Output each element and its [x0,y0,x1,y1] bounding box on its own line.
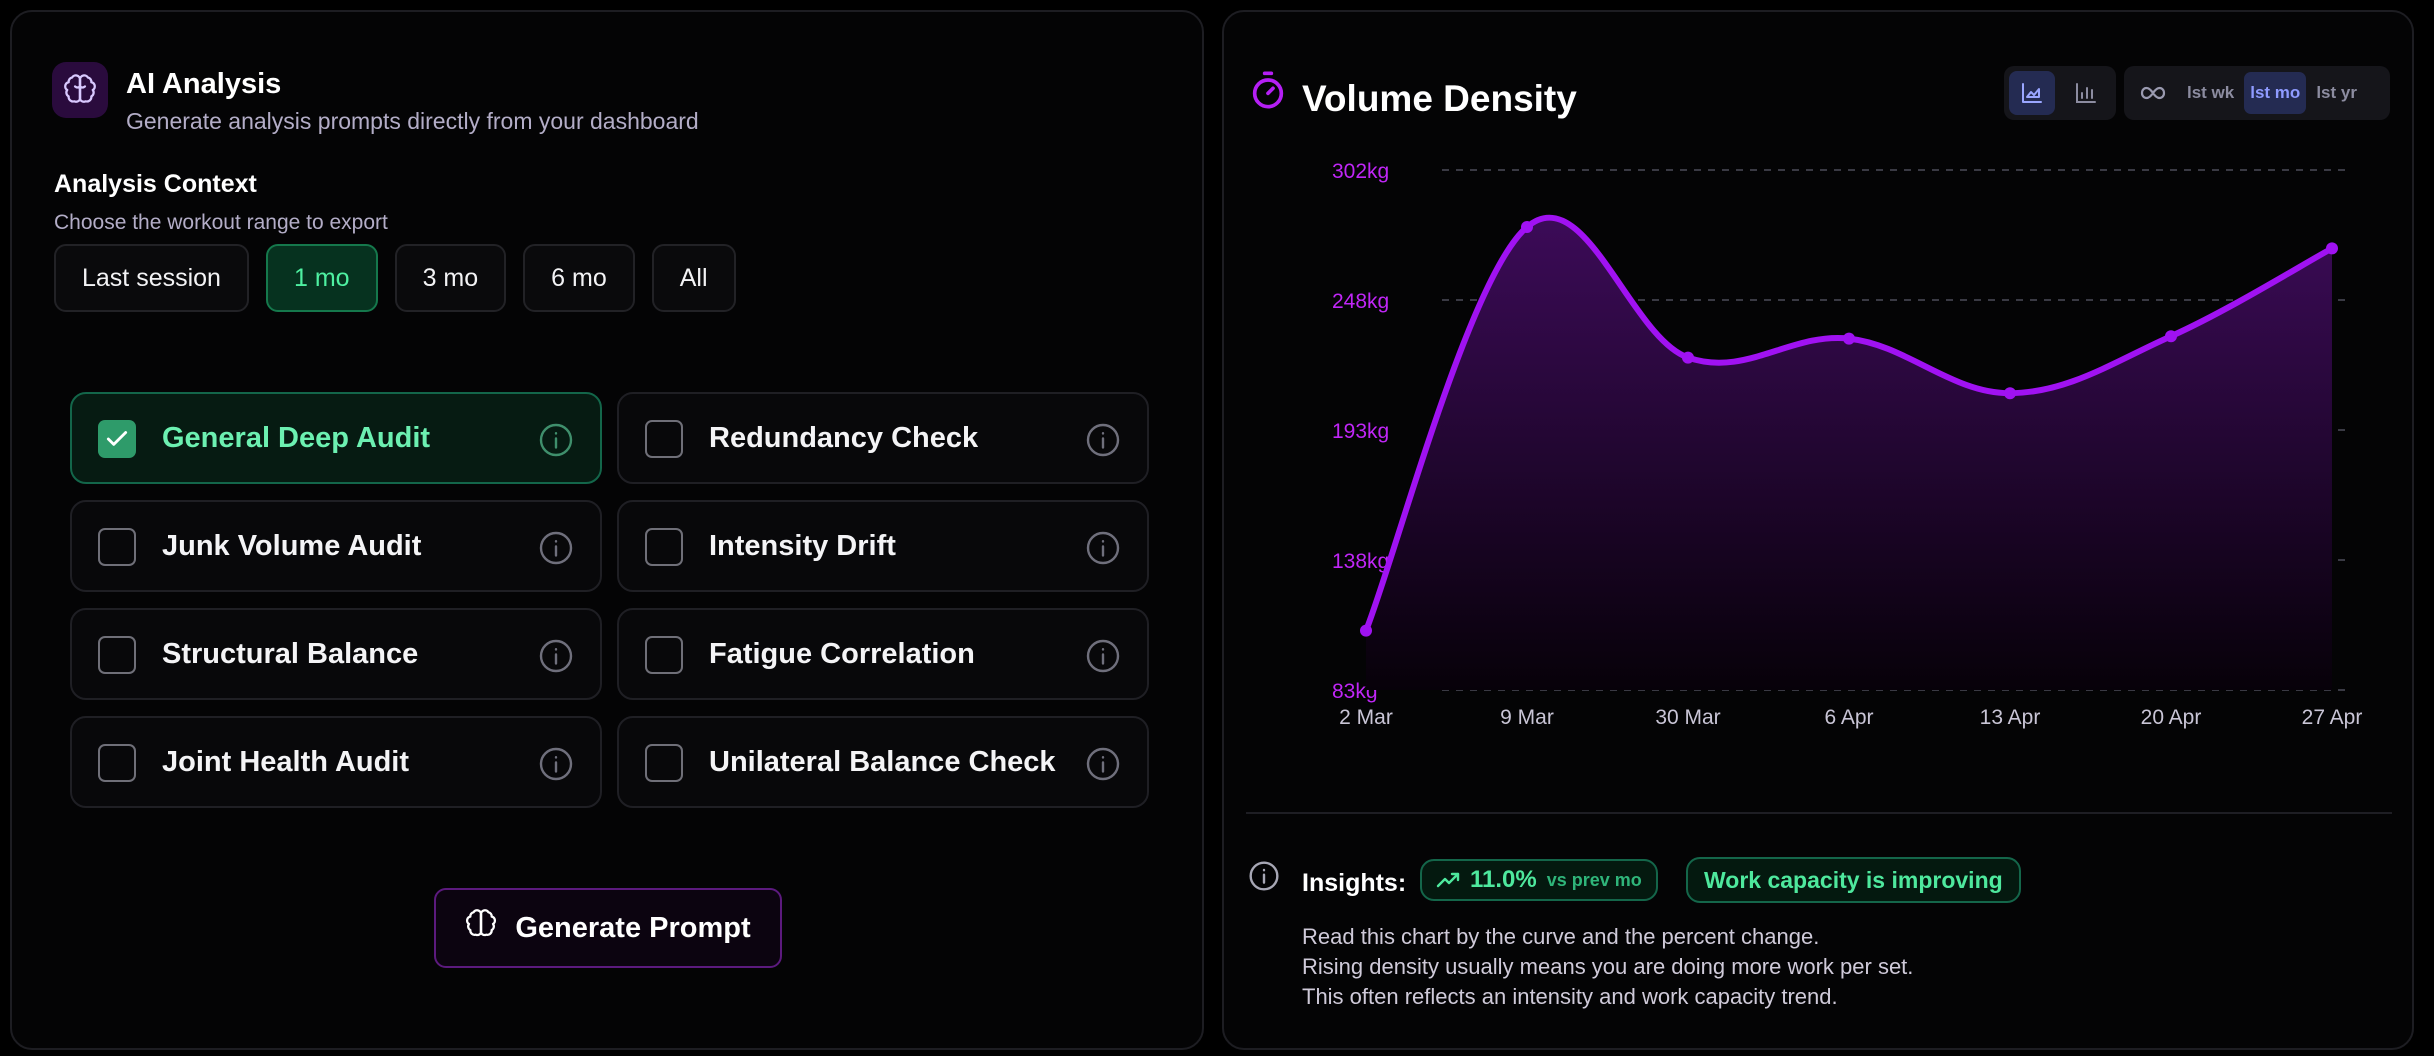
checkbox[interactable] [98,420,136,458]
audit-option-general-deep-audit[interactable]: General Deep Audit [70,392,602,484]
insights-label: Insights: [1302,869,1407,897]
info-icon[interactable] [1085,422,1121,458]
insight-line: Rising density usually means you are doi… [1302,954,1914,979]
period-selector: lst wk lst mo lst yr [2124,66,2390,120]
audit-option-label: Unilateral Balance Check [709,746,1056,778]
y-tick-label: 193kg [1332,420,1389,443]
data-point[interactable] [2004,387,2016,400]
audit-option-label: Structural Balance [162,638,419,670]
x-tick-label: 2 Mar [1339,706,1393,729]
checkbox[interactable] [98,528,136,566]
audit-option-joint-health-audit[interactable]: Joint Health Audit [70,716,602,808]
checkbox[interactable] [645,528,683,566]
trend-badge: Work capacity is improving [1686,857,2021,903]
ai-analysis-panel: AI Analysis Generate analysis prompts di… [10,10,1204,1050]
percent-change-comparison: vs prev mo [1546,869,1642,890]
audit-options: General Deep Audit Redundancy Check Junk V… [70,392,1149,808]
generate-prompt-button[interactable]: Generate Prompt [434,888,782,968]
audit-option-label: Intensity Drift [709,530,896,562]
data-point[interactable] [2165,330,2177,343]
period-lst-yr-button[interactable]: lst yr [2316,83,2357,102]
audit-option-label: Junk Volume Audit [162,530,422,562]
data-point[interactable] [2326,242,2338,255]
insight-line: This often reflects an intensity and wor… [1302,984,1838,1009]
bar-chart-button[interactable] [2063,71,2109,115]
percent-change-value: 11.0% [1470,866,1537,893]
audit-option-fatigue-correlation[interactable]: Fatigue Correlation [617,608,1149,700]
trending-up-icon [1436,872,1460,888]
checkbox[interactable] [645,420,683,458]
y-tick-label: 302kg [1332,160,1389,183]
audit-option-structural-balance[interactable]: Structural Balance [70,608,602,700]
percent-change-badge: 11.0% vs prev mo [1420,859,1658,901]
period-all-button[interactable] [2129,72,2177,114]
y-tick-label: 138kg [1332,550,1389,573]
series-line [1363,214,2335,634]
audit-option-junk-volume-audit[interactable]: Junk Volume Audit [70,500,602,592]
checkbox[interactable] [645,744,683,782]
panel-title: AI Analysis [126,68,282,100]
x-tick-label: 30 Mar [1655,706,1720,729]
period-lst-mo-button[interactable]: lst mo [2244,72,2307,114]
info-icon[interactable] [538,746,574,782]
x-tick-label: 20 Apr [2141,706,2202,729]
x-tick-label: 27 Apr [2302,706,2363,729]
audit-option-label: Joint Health Audit [162,746,410,778]
insight-line: Read this chart by the curve and the per… [1302,924,1820,949]
audit-option-redundancy-check[interactable]: Redundancy Check [617,392,1149,484]
range-button-last-session[interactable]: Last session [54,244,249,312]
stopwatch-icon [1248,70,1288,115]
range-selector: Last session 1 mo 3 mo 6 mo All [54,244,736,312]
info-icon[interactable] [1248,860,1280,897]
data-point[interactable] [1682,351,1694,364]
data-point[interactable] [1360,624,1372,637]
divider [1246,812,2392,814]
x-tick-label: 9 Mar [1500,706,1554,729]
info-icon[interactable] [538,638,574,674]
data-point[interactable] [1843,332,1855,345]
area-chart-button[interactable] [2009,71,2055,115]
checkbox[interactable] [98,744,136,782]
check-icon [106,431,128,446]
checkbox[interactable] [645,636,683,674]
range-button-1-mo[interactable]: 1 mo [265,244,378,312]
info-icon[interactable] [1085,530,1121,566]
insights-text: Read this chart by the curve and the per… [1302,922,1913,1012]
audit-option-label: Redundancy Check [709,422,979,454]
info-icon[interactable] [538,530,574,566]
panel-subtitle: Generate analysis prompts directly from … [126,108,699,134]
brain-icon [52,62,108,118]
checkbox[interactable] [98,636,136,674]
infinity-icon [2140,86,2166,100]
x-tick-label: 13 Apr [1980,706,2041,729]
info-icon[interactable] [538,422,574,458]
volume-density-panel: Volume Density lst wk lst mo lst yr 302k… [1222,10,2414,1050]
series-area [1366,217,2332,690]
info-icon[interactable] [1085,638,1121,674]
chart-type-toggle [2004,66,2116,120]
range-button-3-mo[interactable]: 3 mo [394,244,507,312]
context-subtitle: Choose the workout range to export [54,211,388,234]
period-lst-wk-button[interactable]: lst wk [2187,83,2235,102]
y-tick-label: 248kg [1332,290,1389,313]
generate-prompt-label: Generate Prompt [515,911,751,944]
chart-title: Volume Density [1302,78,1577,119]
audit-option-label: Fatigue Correlation [709,638,975,670]
range-button-all[interactable]: All [651,244,736,312]
context-title: Analysis Context [54,170,257,198]
bar-chart-icon [2076,83,2096,103]
data-point[interactable] [1521,220,1533,233]
audit-option-label: General Deep Audit [162,422,431,454]
brain-icon [465,908,497,948]
info-icon[interactable] [1085,746,1121,782]
x-tick-label: 6 Apr [1824,706,1873,729]
audit-option-unilateral-balance-check[interactable]: Unilateral Balance Check [617,716,1149,808]
range-button-6-mo[interactable]: 6 mo [523,244,635,312]
audit-option-intensity-drift[interactable]: Intensity Drift [617,500,1149,592]
area-chart-icon [2022,83,2042,103]
